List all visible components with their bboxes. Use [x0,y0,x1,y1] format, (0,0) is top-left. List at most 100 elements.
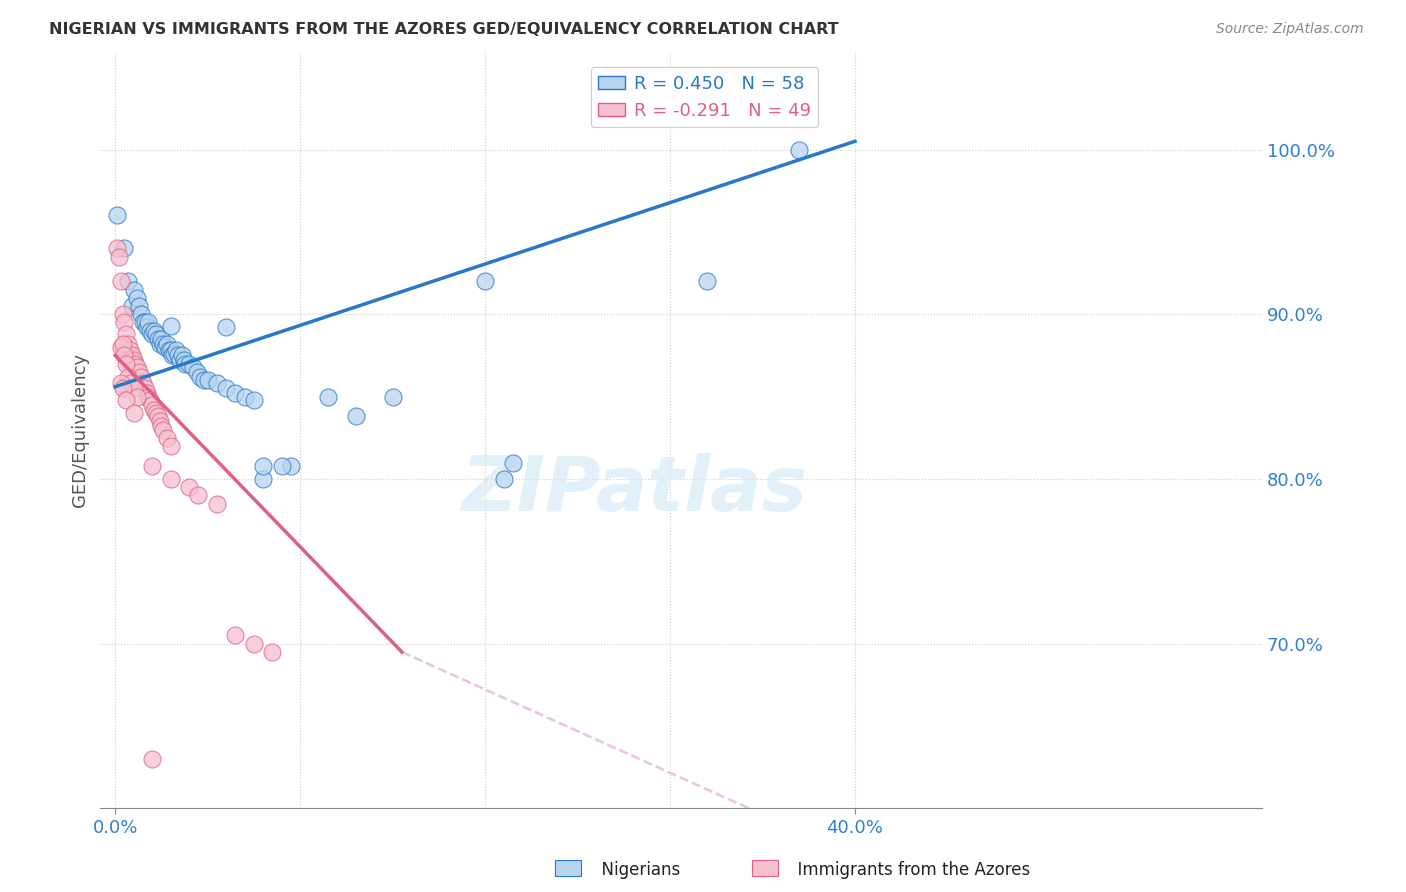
Point [153,340,176,354]
Point [163,347,186,361]
Point [187,488,209,502]
Point [112,316,135,330]
Point [146,409,169,424]
Point [129,369,152,384]
Point [128,299,150,313]
Point [112,241,135,255]
Point [110,376,132,391]
Legend: R = 0.450   N = 58, R = -0.291   N = 49: R = 0.450 N = 58, R = -0.291 N = 49 [591,67,818,127]
Point [134,316,156,330]
Point [117,369,139,384]
Point [233,390,256,404]
Point [173,353,195,368]
Point [105,241,128,255]
Point [124,357,146,371]
Point [174,357,197,371]
Point [139,392,162,407]
Text: Immigrants from the Azores: Immigrants from the Azores [787,861,1031,879]
Point [156,431,179,445]
Point [165,343,187,358]
Point [127,390,149,404]
Point [193,373,215,387]
Point [121,348,143,362]
Point [252,458,274,473]
Text: Source: ZipAtlas.com: Source: ZipAtlas.com [1216,22,1364,37]
Point [492,472,515,486]
Point [112,348,135,362]
Point [141,458,163,473]
Point [156,337,179,351]
Point [150,419,173,434]
Point [134,381,156,395]
Point [152,337,174,351]
Point [316,390,339,404]
Point [122,283,145,297]
Point [474,274,496,288]
Point [122,381,145,395]
Point [179,480,201,494]
Point [115,357,138,371]
Point [224,628,246,642]
Point [179,357,201,371]
Point [143,324,166,338]
Point [127,359,149,374]
Point [145,406,167,420]
Point [118,376,141,391]
Point [132,376,155,391]
Point [128,365,150,379]
Point [215,320,238,334]
Point [141,752,163,766]
Point [502,456,524,470]
Point [138,316,160,330]
Point [115,326,138,341]
Point [115,392,138,407]
Point [122,406,145,420]
Point [159,439,181,453]
Y-axis label: GED/Equivalency: GED/Equivalency [72,352,89,507]
Point [121,299,143,313]
Point [159,343,181,358]
Point [270,458,292,473]
Point [215,381,238,395]
Point [122,353,145,368]
Point [169,353,191,368]
Point [117,337,139,351]
Point [159,472,181,486]
Point [205,497,228,511]
Point [167,348,190,362]
Point [170,348,193,362]
Point [344,409,367,424]
Point [108,250,131,264]
Point [111,337,134,351]
Point [262,645,284,659]
Point [148,414,170,428]
Point [146,332,169,346]
Point [243,392,266,407]
Point [111,381,134,395]
Point [224,386,246,401]
Point [141,398,163,412]
Point [145,326,167,341]
Text: Nigerians: Nigerians [591,861,679,879]
Point [152,423,174,437]
Point [110,340,132,354]
Point [111,307,134,321]
Point [110,274,132,288]
Point [186,365,208,379]
Point [138,390,160,404]
Point [127,291,149,305]
Point [205,376,228,391]
Point [696,274,718,288]
Point [181,359,204,374]
Point [150,332,173,346]
Point [139,324,162,338]
Point [105,208,128,222]
Point [381,390,404,404]
Point [129,307,152,321]
Point [789,143,811,157]
Point [197,373,219,387]
Point [280,458,302,473]
Point [141,326,163,341]
Text: ZIPatlas: ZIPatlas [461,453,807,527]
Point [117,274,139,288]
